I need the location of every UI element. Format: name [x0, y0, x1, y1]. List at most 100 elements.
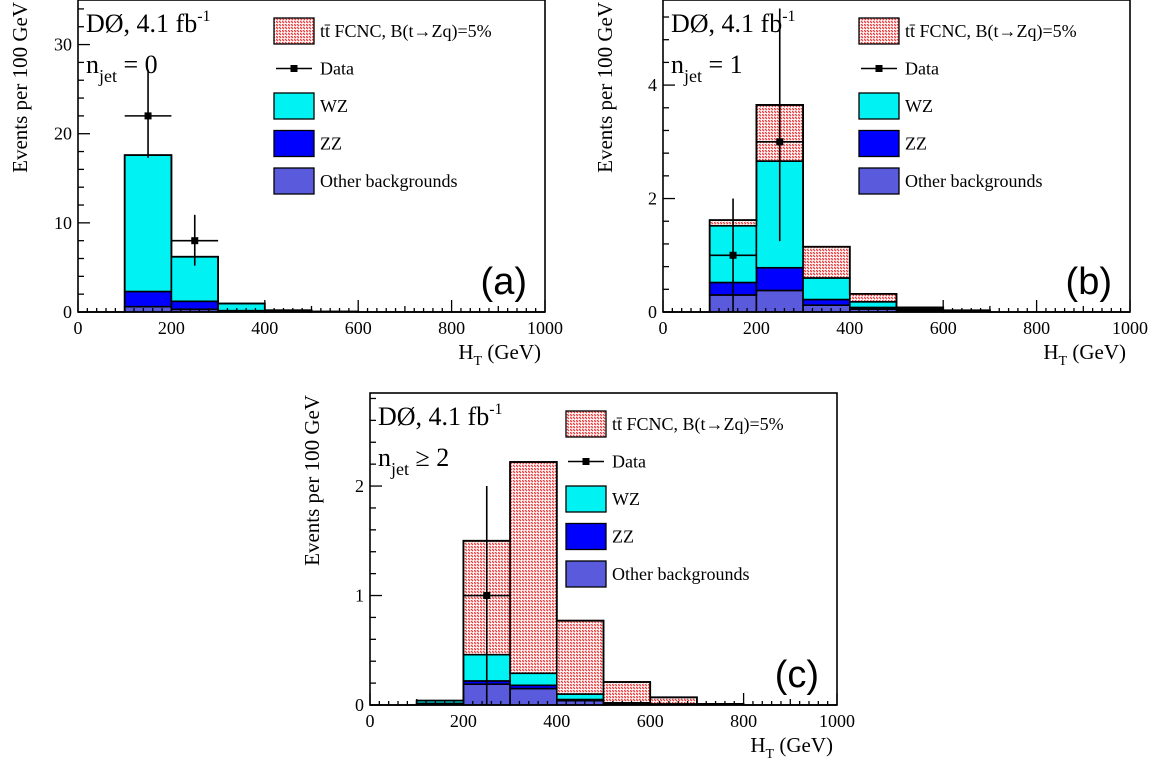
legend-label-zz: ZZ	[612, 527, 634, 547]
legend-label-other: Other backgrounds	[905, 171, 1042, 191]
data-point-1	[191, 237, 199, 245]
y-tick-label: 30	[54, 35, 72, 55]
x-axis-title: HT (GeV)	[458, 340, 541, 369]
x-tick-label: 600	[637, 711, 664, 731]
legend-label-wz: WZ	[612, 489, 640, 509]
x-tick-label: 400	[836, 318, 863, 338]
experiment-label: DØ, 4.1 fb-1	[86, 8, 211, 38]
panel-letter: (b)	[1066, 261, 1112, 303]
legend: tt̄ FCNC, B(t→Zq)=5% Data WZ ZZ Other backgr…	[565, 410, 784, 588]
data-point-0	[144, 112, 152, 120]
bar-signal-bin-4	[555, 619, 605, 695]
bar-other-bin-3	[509, 687, 558, 706]
legend-marker-data	[875, 65, 883, 72]
data-point-1	[776, 138, 784, 146]
jet-label: njet = 0	[86, 50, 158, 86]
legend-label-other: Other backgrounds	[320, 171, 457, 191]
y-axis-title: Events per 100 GeV	[593, 2, 617, 173]
legend-swatch-signal	[273, 17, 315, 45]
legend: tt̄ FCNC, B(t→Zq)=5% Data WZ ZZ Other backgr…	[858, 17, 1077, 195]
legend-label-data: Data	[905, 59, 939, 79]
x-tick-label: 600	[930, 318, 957, 338]
bar-wz-bin-1	[123, 154, 173, 293]
y-tick-label: 0	[63, 302, 72, 322]
panel-letter: (a)	[481, 261, 527, 303]
bar-zz-bin-2	[755, 266, 804, 292]
x-tick-label: 600	[345, 318, 372, 338]
legend-label-data: Data	[320, 59, 354, 79]
x-tick-label: 200	[743, 318, 770, 338]
experiment-label: DØ, 4.1 fb-1	[671, 8, 796, 38]
legend-label-wz: WZ	[905, 96, 933, 116]
legend-swatch-zz	[858, 129, 900, 158]
legend-swatch-zz	[565, 522, 607, 551]
x-tick-label: 0	[366, 711, 375, 731]
x-axis-title: HT (GeV)	[1043, 340, 1126, 369]
bar-other-bin-3	[802, 304, 851, 313]
y-tick-label: 0	[355, 695, 364, 715]
legend-swatch-wz	[858, 92, 900, 120]
bar-signal-bin-3	[802, 245, 851, 279]
legend-label-zz: ZZ	[905, 134, 927, 154]
x-tick-label: 400	[251, 318, 278, 338]
x-tick-label: 800	[438, 318, 465, 338]
legend-marker-data	[582, 458, 590, 465]
y-tick-label: 2	[355, 476, 364, 496]
legend-label-wz: WZ	[320, 96, 348, 116]
experiment-label: DØ, 4.1 fb-1	[378, 401, 503, 431]
bar-zz-bin-2	[170, 300, 219, 311]
legend-swatch-signal	[565, 410, 607, 438]
bar-wz-bin-4	[848, 300, 898, 309]
bar-other-bin-1	[123, 305, 173, 313]
jet-label: njet = 1	[671, 50, 743, 86]
bar-wz-bin-3	[509, 672, 558, 687]
legend: tt̄ FCNC, B(t→Zq)=5% Data WZ ZZ Other backgr…	[273, 17, 492, 195]
legend-swatch-other	[565, 560, 607, 588]
bar-signal-bin-3	[509, 461, 558, 675]
bar-zz-bin-1	[123, 290, 173, 308]
panel-a: 0 200 400 600 800 1000 0 10 20 30 HT (GeV) Events p…	[8, 0, 563, 369]
x-tick-label: 400	[543, 711, 570, 731]
x-tick-label: 1000	[819, 711, 855, 731]
x-tick-label: 0	[74, 318, 83, 338]
data-point-0	[729, 251, 737, 259]
x-tick-label: 200	[158, 318, 185, 338]
bar-wz-bin-3	[802, 277, 851, 301]
jet-label: njet ≥ 2	[378, 443, 449, 479]
y-tick-label: 0	[648, 302, 657, 322]
legend-label-data: Data	[612, 452, 646, 472]
y-axis-title: Events per 100 GeV	[8, 2, 32, 173]
bar-zz-bin-3	[802, 298, 851, 306]
legend-swatch-signal	[858, 17, 900, 45]
x-tick-label: 200	[450, 711, 477, 731]
x-axis-title: HT (GeV)	[750, 733, 833, 762]
y-axis-title: Events per 100 GeV	[300, 395, 324, 566]
panel-c: 0 200 400 600 800 1000 0 1 2 HT (GeV) Events per 1…	[300, 392, 855, 762]
legend-label-signal: tt̄ FCNC, B(t→Zq)=5%	[612, 414, 784, 435]
bar-wz-bin-4	[555, 693, 605, 701]
legend-label-signal: tt̄ FCNC, B(t→Zq)=5%	[320, 21, 492, 42]
legend-label-other: Other backgrounds	[612, 564, 749, 584]
bar-other-bin-2	[755, 289, 804, 313]
data-point-0	[483, 592, 491, 600]
panel-letter: (c)	[775, 654, 819, 696]
bar-signal-bin-4	[848, 293, 898, 303]
legend-swatch-other	[858, 167, 900, 195]
legend-swatch-other	[273, 167, 315, 195]
panel-b: 0 200 400 600 800 1000 0 2 4 HT (GeV) Events per 1…	[593, 0, 1148, 369]
legend-swatch-wz	[273, 92, 315, 120]
legend-label-zz: ZZ	[320, 134, 342, 154]
y-tick-label: 2	[648, 189, 657, 209]
y-tick-label: 10	[54, 213, 72, 233]
y-tick-label: 1	[355, 586, 364, 606]
bar-signal-bin-6	[649, 696, 698, 705]
x-tick-label: 800	[1023, 318, 1050, 338]
bar-signal-bin-5	[602, 681, 652, 704]
legend-swatch-zz	[273, 129, 315, 158]
x-tick-label: 1000	[527, 318, 563, 338]
legend-label-signal: tt̄ FCNC, B(t→Zq)=5%	[905, 21, 1077, 42]
x-tick-label: 1000	[1112, 318, 1148, 338]
y-tick-label: 4	[648, 75, 657, 95]
x-tick-label: 800	[730, 711, 757, 731]
legend-marker-data	[290, 65, 298, 72]
